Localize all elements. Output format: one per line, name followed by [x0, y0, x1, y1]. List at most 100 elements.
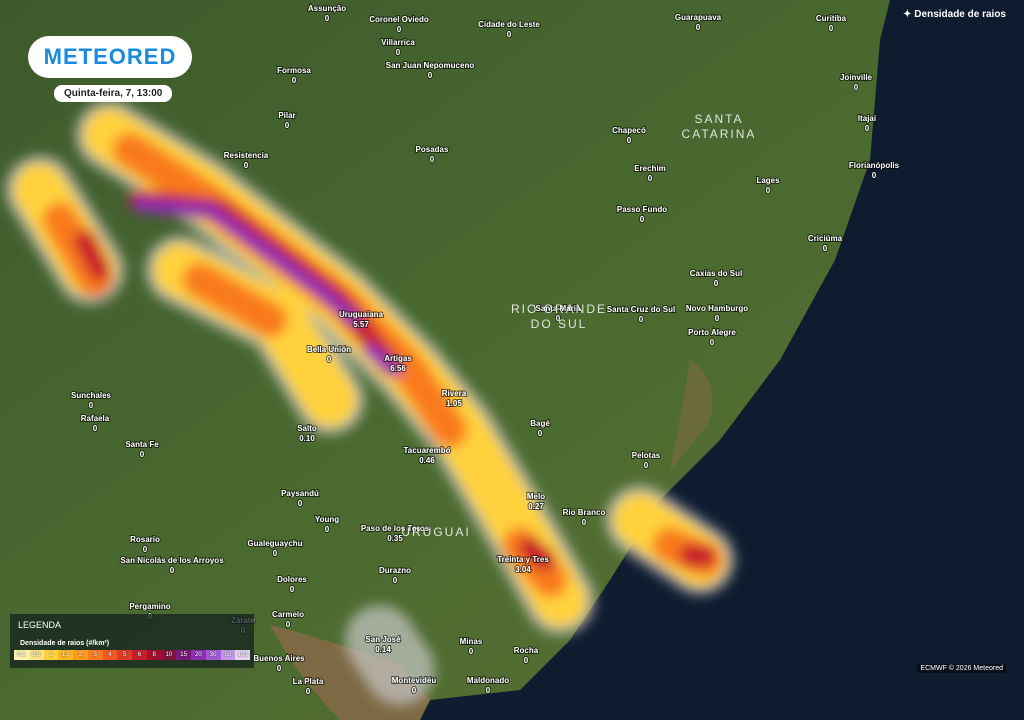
legend-step: 30	[205, 650, 221, 660]
city-name: Guarapuava	[675, 13, 722, 22]
legend-step: 8	[146, 650, 162, 660]
city-value: 0	[412, 686, 417, 695]
city-value: 0	[486, 686, 491, 695]
city-name: Bagé	[530, 419, 550, 428]
city-value: 0.35	[387, 534, 403, 543]
city-value: 0	[140, 450, 145, 459]
city-name: Criciúma	[808, 234, 843, 243]
lagoon	[670, 360, 713, 470]
city-name: Villarrica	[381, 38, 415, 47]
city-value: 0	[538, 429, 543, 438]
legend-step: 0.5	[28, 650, 44, 660]
city-name: Gualeguaychu	[247, 539, 302, 548]
legend-step: 2	[73, 650, 88, 660]
city-name: Paysandú	[281, 489, 319, 498]
legend-step: 4	[102, 650, 118, 660]
legend-subtitle: Densidade de raios (#/km²)	[20, 640, 110, 647]
city-value: 0	[582, 518, 587, 527]
layer-name: Densidade de raios	[914, 9, 1006, 20]
logo[interactable]: METEORED	[28, 36, 192, 78]
city-value: 0	[143, 545, 148, 554]
city-name: Porto Alegre	[688, 328, 736, 337]
city-value: 6.56	[390, 364, 406, 373]
legend-step: 5	[117, 650, 132, 660]
city-name: Buenos Aires	[253, 654, 305, 663]
city-name: Pergamino	[129, 602, 170, 611]
city-name: Posadas	[416, 145, 449, 154]
city-name: Curitiba	[816, 14, 847, 23]
city-value: 0	[89, 401, 94, 410]
legend-step: 10	[161, 650, 177, 660]
legend-scale: 0.1 0.5 1 1.5 2 3 4 5 6 8 10 15 20 30 50 100	[14, 650, 250, 660]
city-value: 0	[469, 647, 474, 656]
city-name: Rosario	[130, 535, 160, 544]
city-name: San José	[365, 635, 401, 644]
city-value: 0	[393, 576, 398, 585]
city-value: 0	[507, 30, 512, 39]
city-name: Novo Hamburgo	[686, 304, 748, 313]
city-value: 0	[325, 525, 330, 534]
city-value: 0	[170, 566, 175, 575]
city-name: Itajaí	[858, 114, 877, 123]
city-name: Carmelo	[272, 610, 304, 619]
city-value: 0	[286, 620, 291, 629]
city-name: Passo Fundo	[617, 205, 667, 214]
city-value: 0	[854, 83, 859, 92]
city-name: Rafaela	[81, 414, 110, 423]
city-name: Coronel Oviedo	[369, 15, 429, 24]
city-value: 0	[93, 424, 98, 433]
legend: LEGENDA Densidade de raios (#/km²) 0.1 0.…	[10, 614, 254, 668]
city-name: Santa Cruz do Sul	[607, 305, 675, 314]
city-value: 0	[292, 76, 297, 85]
city-name: Durazno	[379, 566, 411, 575]
legend-step: 15	[176, 650, 191, 660]
city-value: 0	[710, 338, 715, 347]
city-value: 0	[829, 24, 834, 33]
city-name: Salto	[297, 424, 317, 433]
city-value: 0	[306, 687, 311, 696]
city-name: Santa Maria	[536, 304, 581, 313]
city-value: 3.04	[515, 565, 531, 574]
credit: ECMWF © 2026 Meteored	[917, 664, 1006, 673]
layer-label[interactable]: ✦ Densidade de raios	[903, 9, 1006, 20]
legend-step: 3	[87, 650, 103, 660]
city-name: Erechim	[634, 164, 666, 173]
city-name: Chapecó	[612, 126, 646, 135]
city-name: Assunção	[308, 4, 346, 13]
city-value: 0.46	[419, 456, 435, 465]
city-value: 0	[524, 656, 529, 665]
region-label: CATARINA	[682, 127, 757, 141]
city-name: Melo	[527, 492, 545, 501]
city-value: 0	[325, 14, 330, 23]
city-value: 0	[428, 71, 433, 80]
legend-step: 0.1	[14, 650, 29, 660]
city-value: 0	[277, 664, 282, 673]
city-value: 0	[648, 174, 653, 183]
city-labels: Assunção 0 Coronel Oviedo 0 Cidade do Leste 0…	[70, 3, 901, 697]
legend-step: 50	[220, 650, 236, 660]
city-value: 0.14	[375, 645, 391, 654]
city-name: Formosa	[277, 66, 311, 75]
region-label: RIO GRANDE	[511, 302, 607, 316]
city-value: 0	[823, 244, 828, 253]
region-label: URUGUAI	[401, 525, 470, 539]
city-value: 5.57	[353, 320, 369, 329]
city-value: 0	[696, 23, 701, 32]
city-value: 0	[865, 124, 870, 133]
city-name: Joinville	[840, 73, 873, 82]
city-value: 0	[640, 215, 645, 224]
city-name: Tacuarembó	[404, 446, 451, 455]
city-name: Lages	[756, 176, 780, 185]
city-value: 0	[644, 461, 649, 470]
city-value: 0	[244, 161, 249, 170]
legend-step: 1.5	[58, 650, 73, 660]
city-value: 0	[714, 279, 719, 288]
city-value: 0	[766, 186, 771, 195]
city-value: 0.10	[299, 434, 315, 443]
city-name: Young	[315, 515, 339, 524]
city-value: 1.05	[446, 399, 462, 408]
city-name: Resistencia	[224, 151, 269, 160]
city-value: 0	[639, 315, 644, 324]
city-value: 0	[290, 585, 295, 594]
